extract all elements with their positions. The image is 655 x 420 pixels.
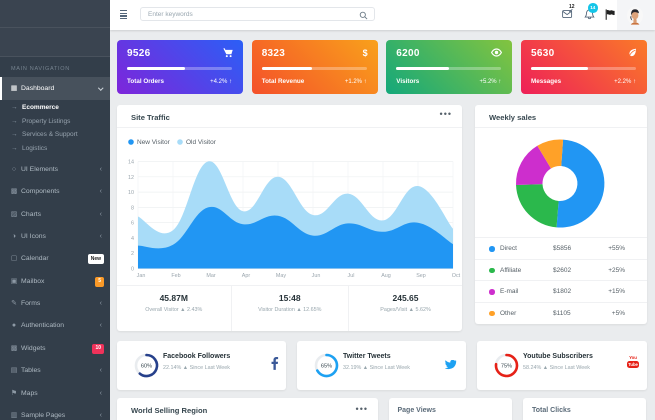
svg-text:10: 10 — [128, 190, 134, 196]
svg-text:Jan: Jan — [137, 273, 146, 279]
svg-text:60%: 60% — [141, 364, 152, 370]
svg-text:2: 2 — [131, 251, 134, 257]
svg-text:4: 4 — [131, 236, 134, 242]
svg-text:Feb: Feb — [171, 273, 180, 279]
svg-text:14: 14 — [128, 160, 134, 166]
svg-text:12: 12 — [128, 175, 134, 181]
svg-text:6: 6 — [131, 221, 134, 227]
svg-text:New Visitor: New Visitor — [137, 139, 171, 146]
svg-text:Sep: Sep — [416, 273, 426, 279]
svg-text:Aug: Aug — [381, 273, 391, 279]
svg-text:75%: 75% — [501, 364, 512, 370]
svg-text:65%: 65% — [321, 364, 332, 370]
svg-text:Jun: Jun — [312, 273, 321, 279]
svg-text:8: 8 — [131, 205, 134, 211]
svg-text:0: 0 — [131, 267, 134, 273]
svg-text:Jul: Jul — [348, 273, 355, 279]
svg-text:May: May — [276, 273, 286, 279]
svg-text:Old Visitor: Old Visitor — [186, 139, 217, 146]
svg-text:Apr: Apr — [242, 273, 251, 279]
svg-text:Oct: Oct — [452, 273, 461, 279]
svg-text:Mar: Mar — [206, 273, 215, 279]
